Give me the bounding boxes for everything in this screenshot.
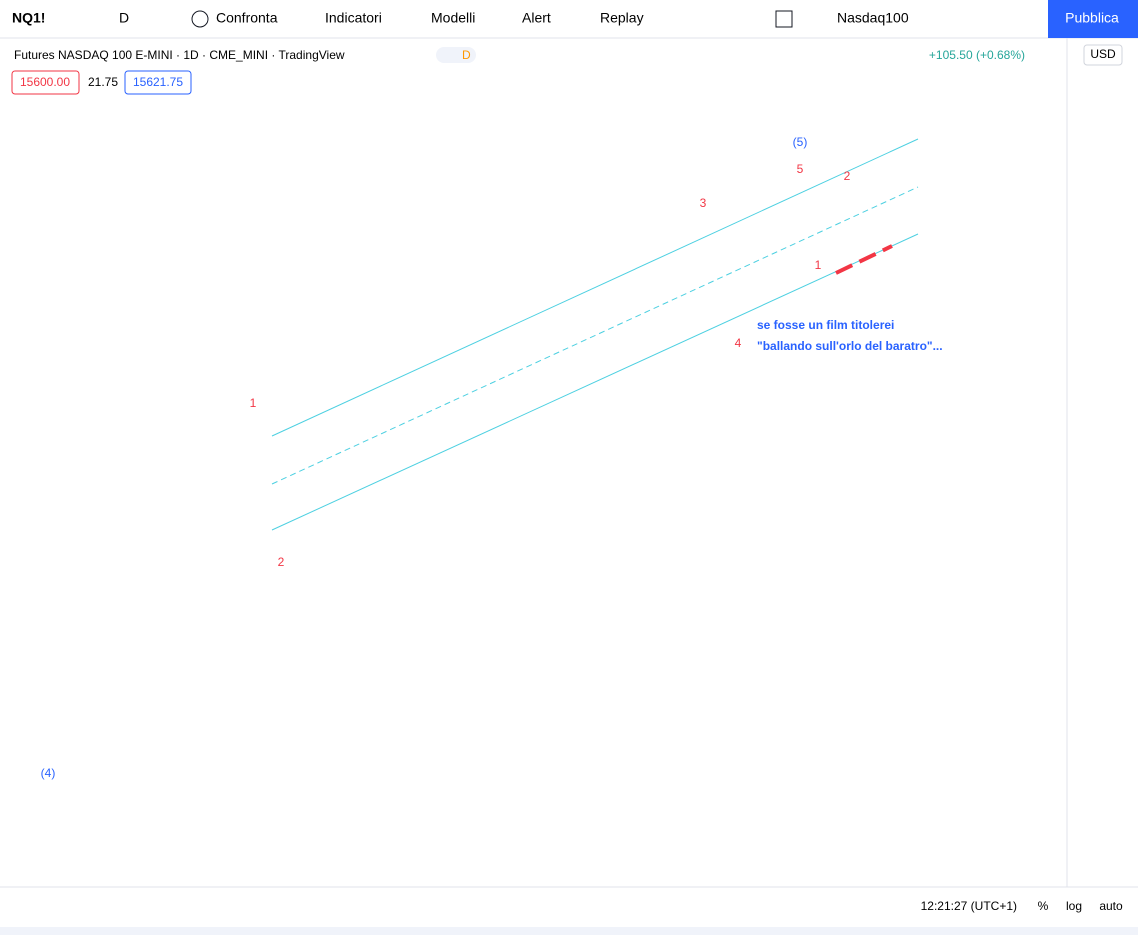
annotation: 4	[735, 336, 742, 350]
currency-box[interactable]	[1083, 44, 1123, 66]
annotation: "ballando sull'orlo del baratro"...	[757, 339, 943, 353]
interval[interactable]: D	[119, 10, 129, 26]
symbol[interactable]: NQ1!	[12, 10, 45, 26]
badge: D	[462, 48, 471, 62]
tool[interactable]: Alert	[522, 10, 551, 26]
channel	[271, 233, 919, 531]
clock: 12:21:27 (UTC+1)	[921, 899, 1017, 913]
icon[interactable]	[775, 10, 793, 28]
annotation: 2	[278, 555, 285, 569]
publish-button[interactable]	[1048, 0, 1138, 38]
bid-box[interactable]	[11, 70, 80, 95]
ask[interactable]: 15621.75	[133, 75, 183, 89]
change: +105.50 (+0.68%)	[929, 48, 1025, 62]
annotation: 5	[797, 162, 804, 176]
trend	[835, 244, 893, 275]
toolbar	[0, 0, 1138, 38]
tool[interactable]: Modelli	[431, 10, 475, 26]
currency[interactable]: USD	[1090, 47, 1116, 61]
tool[interactable]: Confronta	[216, 10, 278, 26]
index[interactable]: Nasdaq100	[837, 10, 909, 26]
spread: 21.75	[88, 75, 118, 89]
bid[interactable]: 15600.00	[20, 75, 70, 89]
tool[interactable]: Replay	[600, 10, 644, 26]
legend-title: Futures NASDAQ 100 E-MINI · 1D · CME_MIN…	[14, 48, 345, 62]
channel	[271, 186, 919, 485]
annotation: 3	[700, 196, 707, 210]
scale[interactable]: auto	[1099, 899, 1123, 913]
annotation: 1	[250, 396, 257, 410]
scale[interactable]: log	[1066, 899, 1082, 913]
annotation: 1	[815, 258, 822, 272]
ask-box[interactable]	[124, 70, 192, 95]
scale[interactable]: %	[1038, 899, 1049, 913]
annotation: (5)	[793, 135, 808, 149]
badge-bg	[436, 47, 476, 63]
channel	[271, 138, 919, 437]
footer	[0, 927, 1138, 935]
tool[interactable]: Indicatori	[325, 10, 382, 26]
annotation: 2	[844, 169, 851, 183]
annotation: se fosse un film titolerei	[757, 318, 894, 332]
publish[interactable]: Pubblica	[1065, 10, 1119, 26]
icon	[191, 10, 209, 28]
annotation: (4)	[41, 766, 56, 780]
